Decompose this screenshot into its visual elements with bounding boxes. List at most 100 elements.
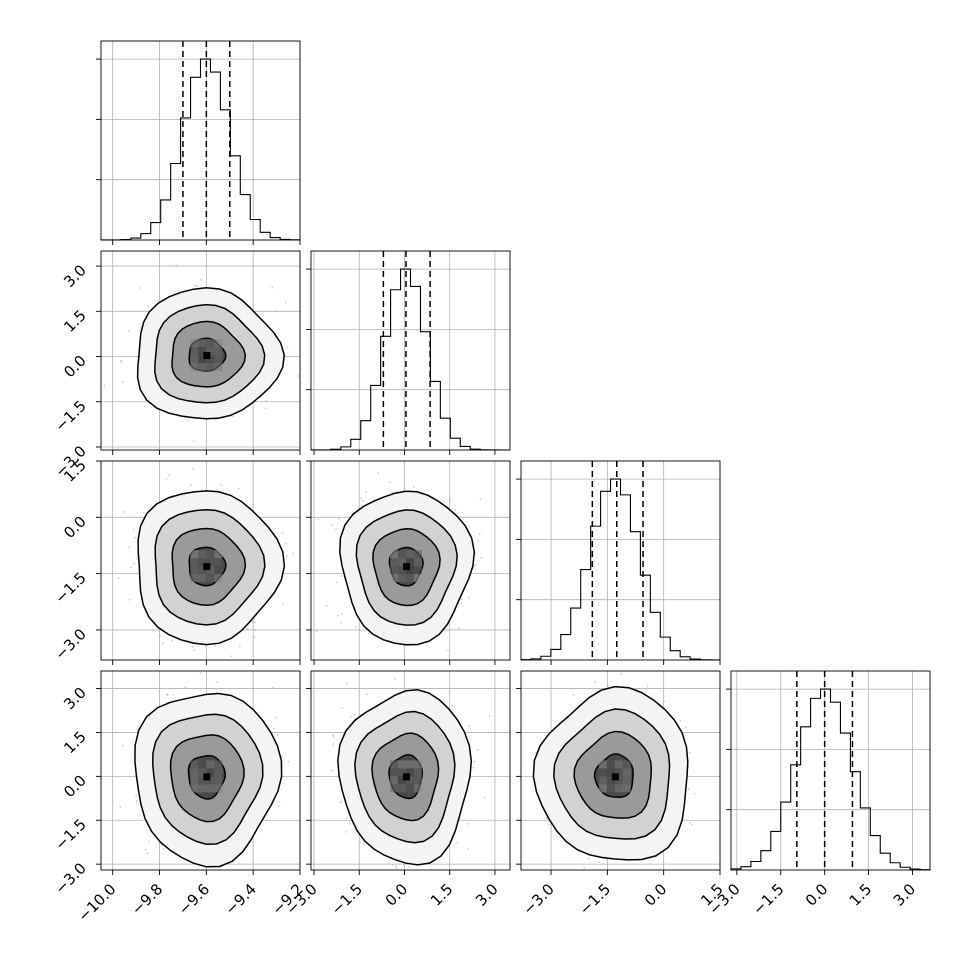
sample-point — [480, 556, 483, 559]
density-cell — [622, 768, 631, 777]
contour-line — [136, 287, 285, 420]
sample-point — [253, 636, 256, 639]
contour-line — [154, 303, 266, 404]
sample-point — [135, 794, 138, 797]
axes-frame — [100, 670, 301, 871]
density-cell — [190, 760, 199, 769]
sample-point — [345, 817, 348, 819]
contour-line — [355, 509, 458, 626]
density-cell — [414, 574, 422, 583]
contour-line — [152, 713, 264, 845]
density-cell — [406, 566, 414, 575]
sample-point — [478, 533, 481, 535]
x-tick-label: −10.0 — [74, 880, 119, 925]
contour-line — [171, 320, 247, 388]
density-cell — [390, 768, 398, 777]
density-cell — [190, 776, 199, 785]
sample-point — [345, 831, 348, 833]
sample-point — [473, 760, 476, 763]
sample-point — [635, 688, 638, 691]
x-tick-label: −1.5 — [328, 880, 366, 918]
density-cell — [214, 558, 223, 567]
density-cell — [198, 768, 207, 777]
density-cell — [390, 760, 398, 769]
contour-line — [354, 710, 456, 844]
y-tick-label: 0.0 — [60, 352, 90, 382]
sample-point — [546, 817, 548, 820]
x-tick-label: 1.5 — [846, 880, 876, 910]
contour-line — [154, 508, 266, 626]
sample-point — [190, 484, 192, 486]
sample-point — [388, 481, 391, 484]
sample-point — [252, 620, 255, 623]
sample-point — [286, 346, 289, 349]
density-cell — [198, 339, 207, 347]
sample-point — [391, 491, 394, 494]
scatter-panel-2-1: −3.0−1.50.01.53.0 — [51, 250, 301, 481]
density-cell — [206, 776, 215, 785]
sample-point — [476, 749, 479, 752]
sample-point — [275, 716, 278, 719]
density-cell — [190, 339, 199, 347]
sample-point — [271, 286, 274, 289]
contour-line — [371, 732, 440, 822]
density-cell — [414, 558, 422, 567]
density-cell — [214, 355, 223, 363]
sample-point — [130, 566, 133, 569]
sample-point — [135, 557, 138, 560]
sample-point — [285, 301, 287, 304]
sample-point — [158, 634, 161, 637]
y-tick-label: 3.0 — [60, 261, 90, 291]
density-cell — [214, 550, 223, 559]
density-cell — [398, 784, 406, 793]
axes-frame — [310, 460, 511, 661]
sample-point — [134, 536, 137, 539]
contour-line — [532, 685, 689, 861]
x-tick-label: −9.6 — [175, 880, 213, 918]
sample-point — [331, 524, 334, 526]
y-tick-label: 0.0 — [60, 512, 90, 542]
sample-point — [336, 581, 338, 584]
sample-point — [331, 769, 334, 772]
sample-point — [103, 384, 106, 387]
sample-point — [287, 760, 290, 763]
density-cell — [598, 784, 607, 793]
y-tick-label: 0.0 — [60, 771, 90, 801]
density-cell — [406, 550, 414, 559]
contour-line — [137, 490, 286, 646]
sample-point — [349, 822, 352, 825]
sample-point — [147, 840, 150, 843]
density-cell — [198, 558, 207, 567]
sample-point — [172, 693, 175, 696]
sample-point — [489, 715, 491, 718]
sample-point — [646, 685, 649, 688]
density-cell — [214, 776, 223, 785]
sample-point — [122, 380, 124, 383]
sample-point — [265, 400, 267, 402]
sample-point — [146, 852, 149, 855]
sample-point — [277, 805, 280, 808]
sample-point — [360, 497, 363, 500]
sample-point — [135, 800, 138, 803]
sample-point — [162, 848, 165, 850]
density-cell — [414, 776, 422, 785]
density-cell — [598, 768, 607, 777]
density-cell — [406, 784, 414, 793]
sample-point — [690, 823, 693, 826]
density-cell — [614, 768, 623, 777]
sample-point — [598, 861, 601, 864]
y-tick-label: −3.0 — [51, 859, 89, 897]
sample-point — [238, 645, 241, 648]
density-cell — [214, 784, 223, 793]
sample-point — [276, 734, 279, 736]
sample-point — [368, 632, 370, 635]
sample-point — [132, 528, 135, 531]
y-tick-label: 1.5 — [60, 728, 90, 758]
sample-point — [119, 806, 122, 809]
density-cell — [414, 566, 422, 575]
sample-point — [273, 727, 275, 730]
sample-point — [117, 577, 120, 580]
sample-point — [160, 844, 163, 847]
sample-point — [377, 472, 380, 474]
sample-point — [120, 360, 123, 363]
